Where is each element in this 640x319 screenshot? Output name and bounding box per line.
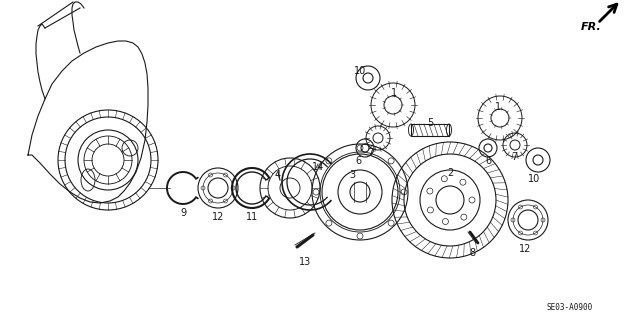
Text: 14: 14 <box>312 162 324 172</box>
Text: 2: 2 <box>447 168 453 178</box>
Text: 7: 7 <box>367 148 373 158</box>
Text: 1: 1 <box>391 88 397 98</box>
Text: 1: 1 <box>495 102 501 112</box>
Text: 11: 11 <box>246 212 258 222</box>
Text: 6: 6 <box>355 156 361 166</box>
Text: SE03-A0900: SE03-A0900 <box>547 303 593 312</box>
Text: 5: 5 <box>427 118 433 128</box>
Text: 9: 9 <box>180 208 186 218</box>
Text: 13: 13 <box>299 257 311 267</box>
Text: 12: 12 <box>519 244 531 254</box>
Text: 10: 10 <box>354 66 366 76</box>
Text: 8: 8 <box>469 248 475 258</box>
Text: 3: 3 <box>349 170 355 180</box>
Bar <box>411 124 449 136</box>
Text: 10: 10 <box>528 174 540 184</box>
Text: 6: 6 <box>485 156 491 166</box>
Text: FR.: FR. <box>581 22 602 32</box>
Text: 7: 7 <box>511 152 517 162</box>
Text: 12: 12 <box>212 212 224 222</box>
Text: 4: 4 <box>275 170 281 180</box>
